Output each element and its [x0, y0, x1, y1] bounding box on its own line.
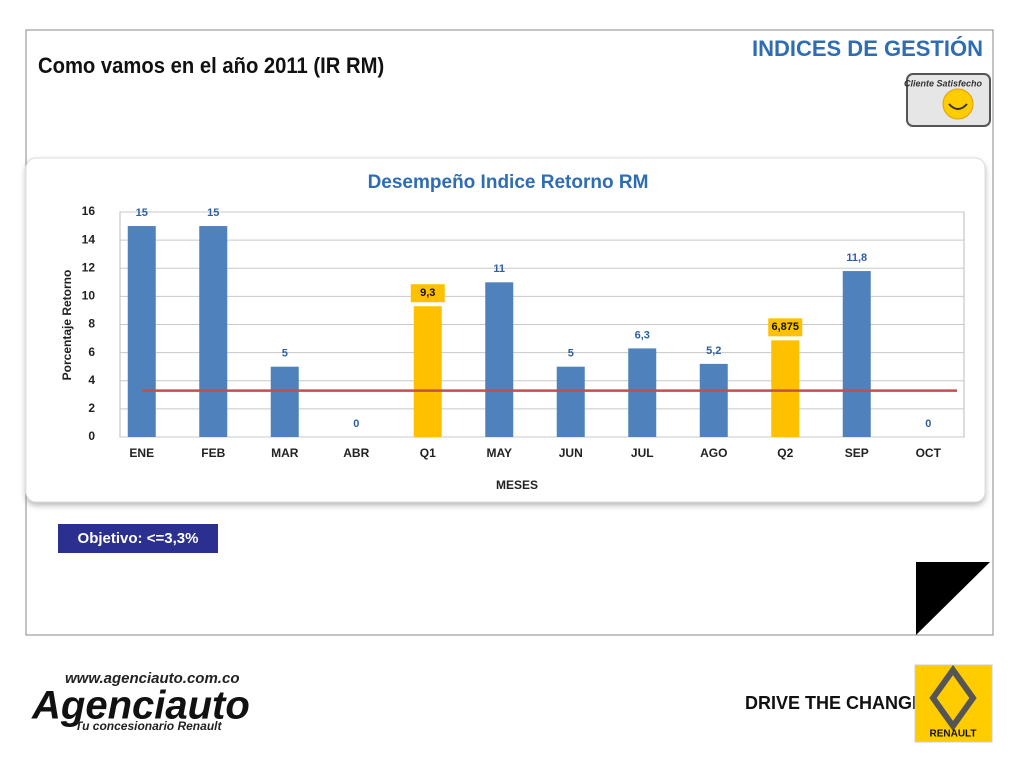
y-tick-label: 6 — [88, 345, 95, 359]
x-tick-label: ENE — [129, 446, 154, 460]
y-tick-label: 10 — [82, 289, 96, 303]
bar — [628, 348, 657, 437]
smiley — [942, 88, 974, 120]
section-title: INDICES DE GESTIÓN — [752, 36, 983, 61]
bar — [771, 340, 800, 437]
website: www.agenciauto.com.co — [65, 670, 239, 687]
value-label: 5,2 — [706, 345, 721, 357]
logo-diamond — [929, 664, 977, 732]
badge-text: Cliente Satisfecho — [904, 78, 983, 88]
chart-title: Desempeño Indice Retorno RM — [368, 172, 649, 193]
logo-text: RENAULT — [929, 729, 976, 740]
x-tick-label: MAY — [486, 446, 512, 460]
x-tick-label: Q1 — [420, 446, 436, 460]
bar — [556, 366, 585, 437]
y-tick-label: 8 — [88, 317, 95, 331]
value-label: 5 — [568, 348, 574, 360]
bar — [413, 306, 442, 437]
renault-logo: RENAULT — [914, 664, 993, 743]
value-label: 6,3 — [635, 329, 650, 341]
corner-triangle — [916, 562, 990, 635]
y-tick-label: 4 — [88, 373, 95, 387]
tagline: Tu concesionario Renault — [75, 719, 222, 733]
value-label: 11 — [493, 263, 505, 275]
slide-title: Como vamos en el año 2011 (IR RM) — [38, 54, 384, 78]
value-label: 0 — [353, 418, 359, 430]
x-tick-label: JUN — [559, 446, 583, 460]
value-label-bg — [410, 284, 445, 303]
bar — [485, 282, 514, 437]
value-label: 11,8 — [846, 252, 867, 264]
value-label: 9,3 — [420, 287, 435, 299]
y-tick-label: 2 — [88, 401, 95, 415]
objective-text: Objetivo: <=3,3% — [78, 530, 199, 547]
y-tick-label: 16 — [82, 204, 96, 218]
badge: Cliente Satisfecho — [904, 73, 991, 127]
slogan: DRIVE THE CHANGE — [745, 693, 924, 713]
x-tick-label: OCT — [916, 446, 942, 460]
brand: Agenciauto — [31, 684, 250, 728]
logo-box — [914, 664, 993, 743]
bar — [127, 226, 156, 437]
bar — [199, 226, 228, 437]
value-label-bg — [768, 318, 803, 337]
value-label: 5 — [282, 348, 288, 360]
x-tick-label: MAR — [271, 446, 299, 460]
value-label: 15 — [207, 207, 219, 219]
x-tick-label: JUL — [631, 446, 654, 460]
bar — [699, 363, 728, 437]
y-tick-label: 12 — [82, 260, 96, 274]
value-label: 0 — [925, 418, 931, 430]
bar — [842, 271, 871, 437]
value-label: 6,875 — [771, 321, 799, 333]
objective-box — [58, 524, 218, 553]
x-axis-label: MESES — [496, 478, 538, 492]
x-tick-label: ABR — [343, 446, 369, 460]
bar — [270, 366, 299, 437]
x-tick-label: AGO — [700, 446, 727, 460]
value-label: 15 — [136, 207, 148, 219]
x-tick-label: SEP — [845, 446, 869, 460]
smile — [948, 103, 968, 110]
x-tick-label: FEB — [201, 446, 225, 460]
y-tick-label: 14 — [82, 232, 96, 246]
x-tick-label: Q2 — [777, 446, 793, 460]
y-tick-label: 0 — [88, 429, 95, 443]
y-axis-label: Porcentaje Retorno — [60, 270, 74, 381]
